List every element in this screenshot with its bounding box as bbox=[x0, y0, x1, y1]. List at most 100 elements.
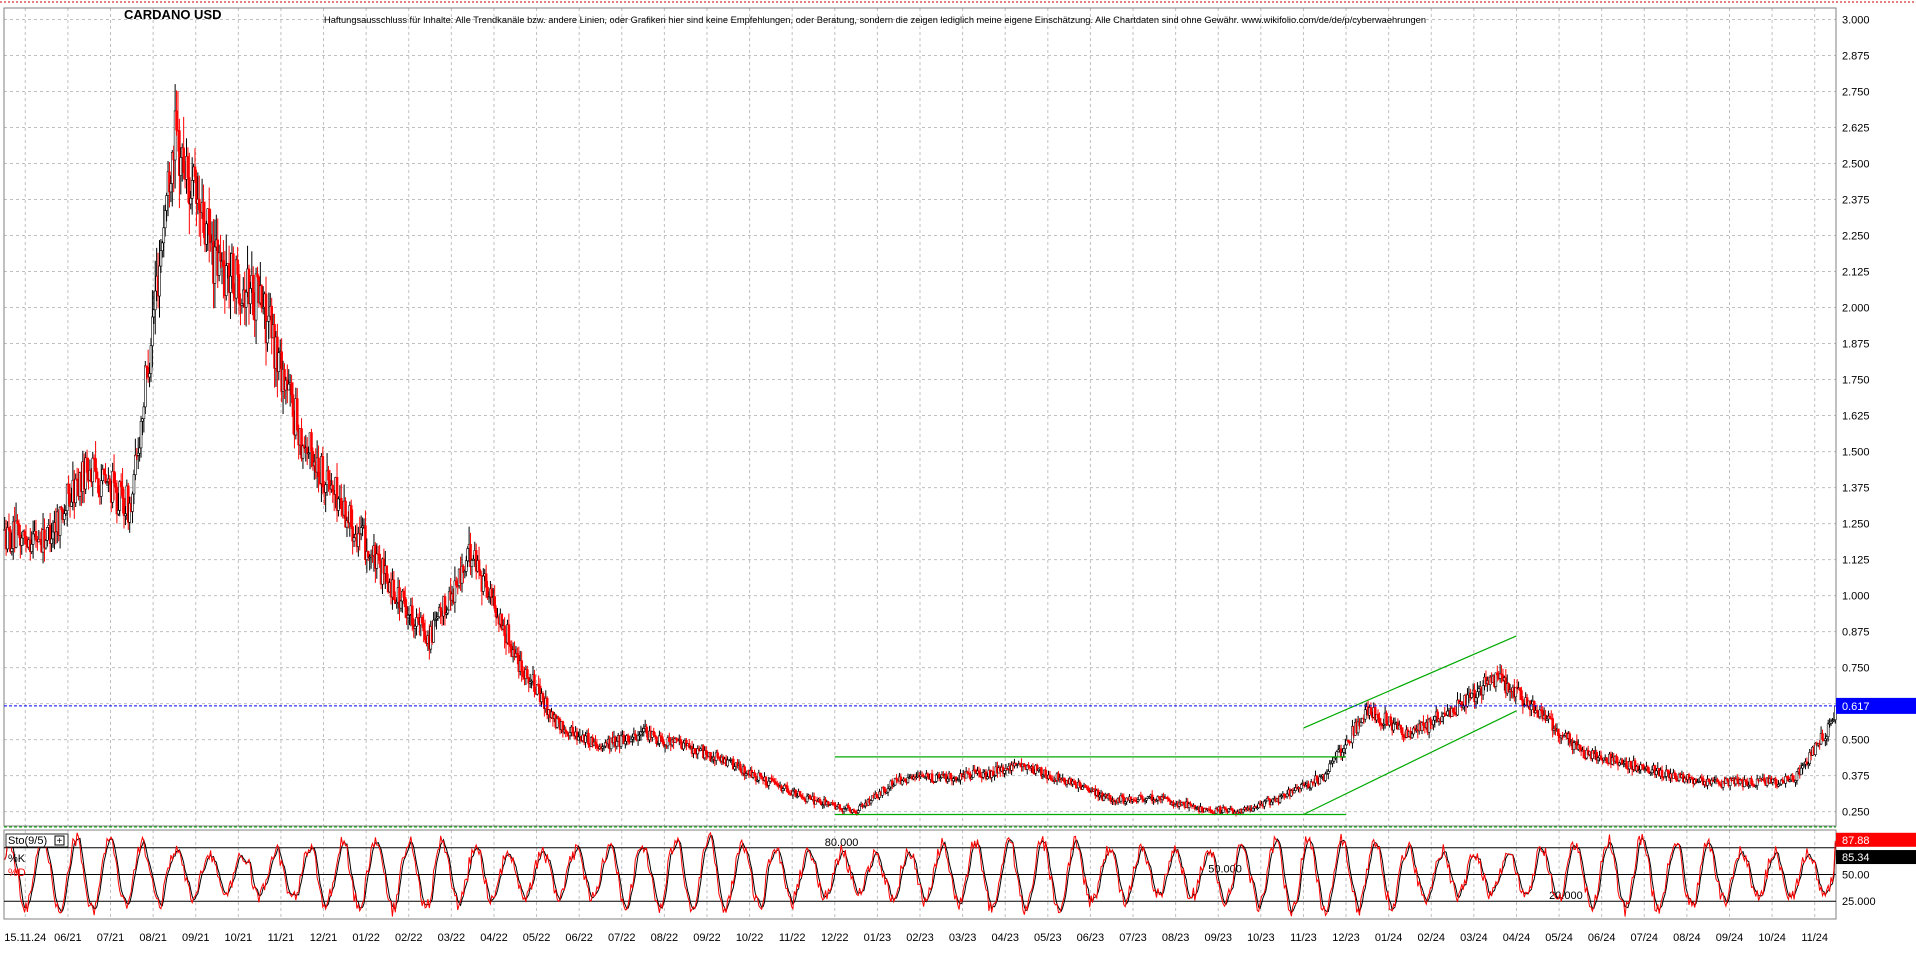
x-tick-label: 06/22 bbox=[565, 932, 593, 944]
candle-body bbox=[423, 630, 427, 641]
candle-body bbox=[891, 780, 894, 786]
y-tick-label: 0.375 bbox=[1842, 771, 1870, 783]
candle-body bbox=[256, 273, 259, 278]
candle-body bbox=[1474, 697, 1478, 703]
candle-body bbox=[169, 183, 173, 193]
candle-body bbox=[197, 198, 201, 211]
candle-body bbox=[102, 469, 106, 475]
candle-body bbox=[682, 742, 685, 750]
candle-body bbox=[838, 804, 842, 809]
candle-body bbox=[1432, 719, 1435, 726]
candle-body bbox=[464, 560, 468, 572]
candle-body bbox=[1221, 807, 1225, 813]
candle-body bbox=[1140, 796, 1144, 800]
candle-body bbox=[44, 540, 48, 549]
candle-body bbox=[153, 290, 157, 311]
candle-body bbox=[104, 474, 107, 483]
candle-body bbox=[74, 478, 78, 504]
candle-body bbox=[267, 315, 271, 322]
candle-body bbox=[1422, 722, 1425, 726]
candle-body bbox=[1799, 767, 1803, 776]
expand-icon[interactable] bbox=[54, 835, 65, 846]
candle-body bbox=[1582, 749, 1586, 759]
candle-body bbox=[159, 250, 163, 267]
candle-body bbox=[812, 796, 816, 805]
candle-body bbox=[1167, 798, 1171, 802]
x-tick-label: 01/22 bbox=[352, 932, 380, 944]
x-tick-label: 12/23 bbox=[1332, 932, 1360, 944]
candle-body bbox=[764, 776, 768, 786]
candle-body bbox=[1456, 699, 1459, 716]
y-tick-label: 1.875 bbox=[1842, 339, 1870, 351]
x-tick-label: 09/24 bbox=[1716, 932, 1744, 944]
expand-icon-glyph: + bbox=[57, 836, 63, 847]
candle-body bbox=[222, 260, 225, 267]
candle-body bbox=[1399, 724, 1403, 728]
candle-body bbox=[1470, 692, 1474, 698]
candle-body bbox=[835, 806, 839, 810]
x-tick-label: 06/24 bbox=[1588, 932, 1616, 944]
candle-body bbox=[1433, 716, 1437, 721]
candle-body bbox=[234, 259, 238, 299]
candle-body bbox=[118, 481, 122, 511]
candle-body bbox=[493, 596, 496, 609]
x-tick-label: 10/21 bbox=[225, 932, 253, 944]
candle-body bbox=[14, 520, 18, 548]
y-tick-label: 1.000 bbox=[1842, 591, 1870, 603]
candle-body bbox=[739, 763, 742, 771]
candle-body bbox=[1578, 744, 1581, 749]
candle-body bbox=[1335, 751, 1339, 758]
x-tick-label: 09/22 bbox=[693, 932, 721, 944]
candle-body bbox=[594, 741, 597, 745]
candle-body bbox=[1285, 793, 1289, 797]
candle-body bbox=[327, 470, 330, 481]
candle-body bbox=[653, 734, 657, 738]
trendline-channel-upper bbox=[1303, 635, 1517, 729]
x-tick-label: 02/22 bbox=[395, 932, 423, 944]
candle-body bbox=[1227, 808, 1231, 812]
candle-body bbox=[114, 482, 117, 488]
candle-body bbox=[1674, 775, 1678, 781]
x-tick-label: 03/23 bbox=[949, 932, 977, 944]
candle-body bbox=[1717, 781, 1721, 785]
candle-body bbox=[828, 804, 832, 806]
chart-title: CARDANO USD bbox=[124, 7, 222, 22]
x-tick-label: 08/22 bbox=[651, 932, 679, 944]
candle-body bbox=[229, 275, 232, 293]
candle-body bbox=[1466, 694, 1469, 707]
candle-body bbox=[1774, 778, 1777, 785]
candle-body bbox=[321, 456, 325, 488]
candle-body bbox=[1278, 796, 1282, 803]
candle-body bbox=[503, 625, 506, 636]
x-tick-label: 08/24 bbox=[1673, 932, 1701, 944]
candle-body bbox=[251, 275, 255, 316]
x-tick-label: 11/24 bbox=[1801, 932, 1828, 944]
candle-body bbox=[802, 797, 806, 800]
candle-body bbox=[163, 210, 167, 229]
candle-body bbox=[642, 728, 646, 732]
candle-body bbox=[410, 605, 414, 625]
candle-body bbox=[378, 553, 381, 561]
candle-body bbox=[17, 523, 21, 536]
candle-body bbox=[1673, 772, 1677, 777]
candle-body bbox=[785, 785, 789, 792]
candle-body bbox=[188, 177, 191, 205]
candle-body bbox=[626, 735, 630, 742]
candle-body bbox=[1326, 771, 1330, 774]
candle-body bbox=[108, 478, 112, 485]
candle-body bbox=[545, 697, 549, 716]
candle-body bbox=[1081, 786, 1084, 790]
candle-body bbox=[186, 156, 190, 178]
candle-body bbox=[190, 180, 194, 199]
candle-body bbox=[1728, 778, 1732, 786]
candle-body bbox=[743, 766, 746, 776]
x-tick-label: 02/24 bbox=[1417, 932, 1445, 944]
candle-body bbox=[165, 195, 168, 211]
candle-body bbox=[1402, 734, 1405, 738]
candle-body bbox=[67, 483, 70, 494]
candle-body bbox=[1035, 764, 1039, 771]
candle-body bbox=[1629, 760, 1633, 768]
candle-body bbox=[1324, 773, 1327, 781]
candle-body bbox=[1660, 769, 1664, 778]
